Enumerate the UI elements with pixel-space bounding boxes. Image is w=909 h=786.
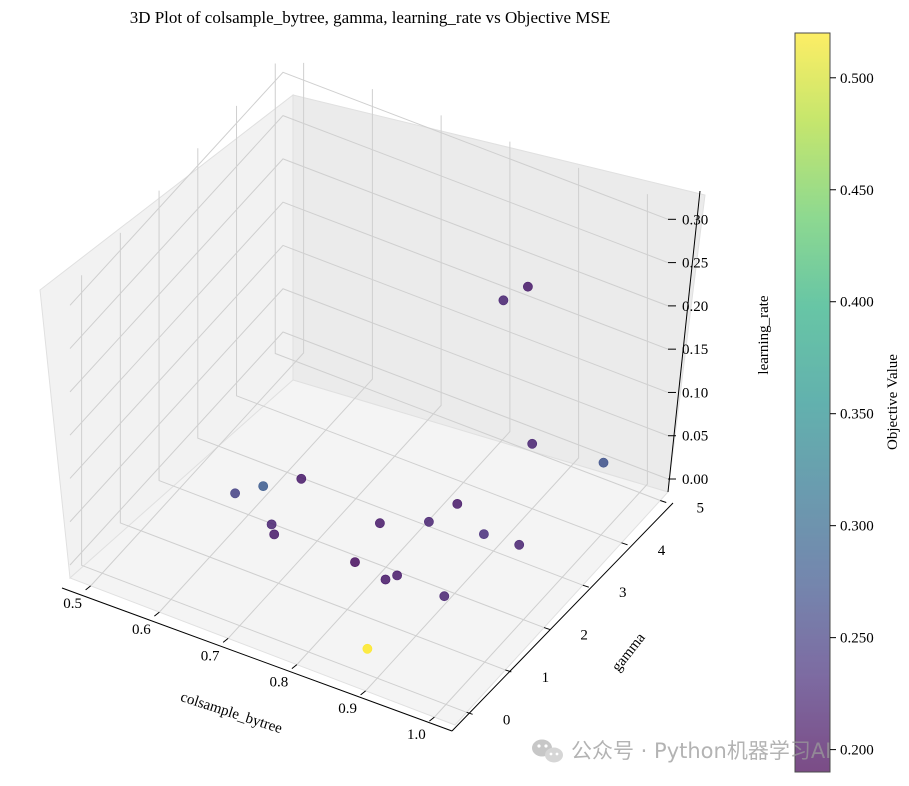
- scatter-point: [258, 481, 269, 491]
- scatter-point: [392, 570, 402, 581]
- wechat-icon: [532, 739, 563, 763]
- x-tick-label: 0.5: [63, 596, 82, 612]
- y-gridline: [274, 63, 661, 501]
- colorbar-tick-label: 0.300: [840, 519, 874, 535]
- scatter-point: [514, 539, 525, 550]
- colorbar: 0.200 0.250 0.300 0.350 0.400 0.450 0.500 Obje…: [794, 32, 901, 773]
- scatter-point: [269, 529, 280, 540]
- x-tick-label: 0.9: [338, 701, 357, 717]
- x-gridline: [365, 167, 580, 692]
- y-gridline: [236, 105, 622, 544]
- colorbar-tick-label: 0.400: [840, 295, 874, 311]
- scatter-point: [523, 281, 533, 292]
- x-axis-line: [61, 587, 453, 732]
- y-gridline: [158, 190, 545, 629]
- x-tick-mark: [222, 637, 229, 643]
- y-gridline: [197, 148, 583, 586]
- scatter-point: [498, 295, 509, 306]
- scatter-point: [598, 457, 609, 468]
- scatter-points: [230, 281, 609, 654]
- x-gridline: [227, 115, 442, 639]
- z-gridline: [69, 71, 669, 306]
- scatter-point: [374, 518, 385, 529]
- scatter-point: [230, 488, 240, 499]
- axis-lines: [61, 190, 701, 732]
- x-ticks: 0.5 0.6 0.7 0.8 0.9 1.0: [63, 585, 435, 743]
- z-ticks: 0.00 0.05 0.10 0.15 0.20 0.25 0.30: [668, 212, 708, 488]
- axes-3d: [39, 62, 706, 732]
- scatter-point: [296, 473, 307, 484]
- y-gridline: [81, 275, 467, 713]
- scatter-point: [423, 516, 434, 527]
- colorbar-gradient: [794, 32, 831, 773]
- scatter-point: [439, 591, 450, 602]
- z-tick-label: 0.20: [682, 299, 708, 315]
- z-tick-label: 0.10: [682, 385, 708, 401]
- y-tick-mark: [621, 542, 628, 546]
- watermark: 公众号 · Python机器学习AI: [532, 739, 831, 763]
- z-tick-label: 0.25: [682, 256, 708, 272]
- colorbar-tick-label: 0.200: [840, 743, 874, 759]
- z-gridline: [69, 158, 669, 393]
- y-tick-label: 4: [658, 543, 666, 559]
- z-gridline: [69, 244, 669, 479]
- z-tick-label: 0.30: [682, 212, 708, 228]
- scatter-point: [478, 529, 489, 539]
- gridlines: [69, 62, 669, 718]
- x-tick-label: 0.7: [201, 648, 220, 664]
- z-gridline: [69, 288, 669, 523]
- z-gridline: [69, 331, 669, 566]
- y-tick-mark: [466, 711, 473, 715]
- z-tick-label: 0.05: [682, 429, 708, 445]
- scatter-point: [527, 438, 538, 449]
- scatter-point: [452, 498, 463, 509]
- y-axis-line: [451, 502, 674, 732]
- y-ticks: 0 1 2 3 4 5: [466, 499, 705, 728]
- watermark-text: 公众号 · Python机器学习AI: [571, 739, 831, 763]
- colorbar-tick-label: 0.500: [840, 71, 874, 87]
- colorbar-tick-label: 0.450: [840, 183, 874, 199]
- colorbar-tick-label: 0.350: [840, 407, 874, 423]
- y-tick-label: 5: [697, 500, 705, 516]
- z-gridline: [69, 115, 669, 349]
- y-tick-label: 1: [542, 670, 550, 686]
- x-axis-label: colsample_bytree: [178, 689, 284, 737]
- scatter-point: [362, 643, 373, 654]
- colorbar-tick-label: 0.250: [840, 631, 874, 647]
- z-axis-line: [667, 190, 701, 493]
- x-gridline: [434, 194, 648, 718]
- z-tick-label: 0.00: [682, 472, 708, 488]
- x-tick-label: 0.8: [270, 675, 289, 691]
- x-tick-label: 0.6: [132, 622, 151, 638]
- z-gridline: [69, 201, 669, 436]
- chart-title: 3D Plot of colsample_bytree, gamma, lear…: [130, 8, 611, 27]
- y-tick-mark: [660, 499, 667, 503]
- x-tick-mark: [154, 611, 160, 617]
- scatter-point: [266, 519, 277, 530]
- y-gridline: [119, 232, 506, 671]
- colorbar-ticks: 0.200 0.250 0.300 0.350 0.400 0.450 0.500: [830, 71, 874, 759]
- x-tick-mark: [85, 585, 91, 591]
- x-tick-label: 1.0: [407, 727, 426, 743]
- y-tick-mark: [505, 669, 512, 673]
- y-tick-label: 0: [503, 712, 511, 728]
- scatter-point: [380, 574, 391, 585]
- y-tick-mark: [543, 627, 551, 631]
- y-axis-label: gamma: [609, 630, 649, 675]
- z-tick-label: 0.15: [682, 342, 708, 358]
- y-tick-label: 2: [580, 628, 588, 644]
- x-tick-mark: [291, 664, 298, 670]
- scatter-point: [350, 557, 360, 567]
- x-tick-mark: [429, 716, 435, 722]
- x-gridline: [90, 62, 305, 587]
- y-tick-label: 3: [619, 585, 627, 601]
- x-gridline: [159, 89, 373, 613]
- colorbar-label: Objective Value: [885, 354, 901, 450]
- y-tick-mark: [582, 584, 589, 588]
- z-axis-label: learning_rate: [756, 295, 772, 374]
- x-tick-mark: [360, 690, 366, 696]
- x-gridline: [296, 141, 511, 665]
